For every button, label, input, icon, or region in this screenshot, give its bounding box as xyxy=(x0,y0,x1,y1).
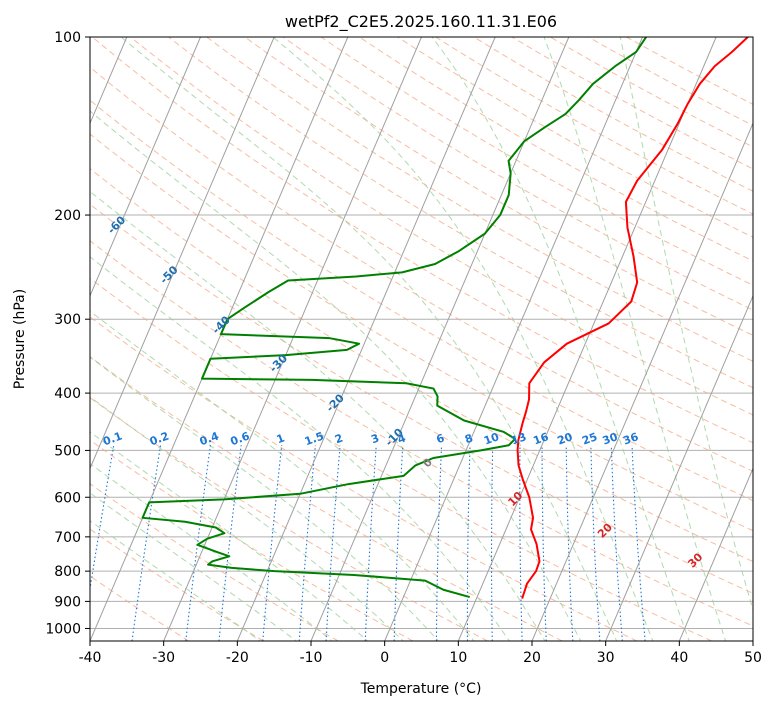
dry-adiabat xyxy=(90,99,753,502)
temperature-profile-line xyxy=(516,37,749,599)
moist-adiabat xyxy=(543,37,727,641)
x-tick-label: 40 xyxy=(670,650,688,666)
mixing-ratio-label: 1 xyxy=(275,431,287,446)
dry-adiabat xyxy=(244,37,753,336)
dry-adiabat xyxy=(130,37,753,416)
x-tick-label: 20 xyxy=(523,650,541,666)
mixing-ratio-line xyxy=(218,445,242,641)
moist-adiabat xyxy=(619,37,753,612)
y-axis-label: Pressure (hPa) xyxy=(12,289,28,389)
isotherm-line xyxy=(531,122,753,641)
dewpoint-profile-line xyxy=(141,37,648,599)
mixing-ratio-label: 4 xyxy=(396,431,408,446)
isotherm-line xyxy=(678,467,753,641)
mixing-ratio-line xyxy=(262,445,283,641)
moist-adiabat xyxy=(90,520,262,641)
mixing-ratio-label: 0.2 xyxy=(148,429,171,448)
y-tick-label: 500 xyxy=(54,443,81,459)
mixing-ratio-label: 0.1 xyxy=(101,429,124,448)
y-tick-label: 400 xyxy=(54,386,81,402)
dry-adiabat xyxy=(90,203,753,594)
mixing-ratio-label: 25 xyxy=(580,430,599,447)
mixing-ratio-label: 1.5 xyxy=(303,429,326,448)
isotherm-line xyxy=(236,37,496,641)
moist-adiabat xyxy=(431,37,690,641)
isotherm-line xyxy=(90,37,275,470)
moist-adiabat xyxy=(90,356,440,641)
mixing-ratio-label: 10 xyxy=(482,430,501,448)
plot-area xyxy=(90,37,753,641)
mixing-ratio-label: 0.4 xyxy=(198,429,221,448)
moist-adiabat xyxy=(90,431,369,641)
mixing-ratio-label: 36 xyxy=(621,430,640,448)
y-tick-label: 300 xyxy=(54,312,81,328)
dry-adiabat xyxy=(90,316,638,641)
moist-adiabat xyxy=(90,256,510,641)
mixing-ratio-label: 30 xyxy=(601,430,620,448)
y-tick-label: 800 xyxy=(54,564,81,580)
isotherm-line xyxy=(90,37,201,298)
y-tick-label: 700 xyxy=(54,530,81,546)
moist-adiabat xyxy=(90,310,475,641)
moist-adiabat xyxy=(272,37,654,641)
isotherm-line xyxy=(90,37,349,641)
axes: -40 -30 -20 -10 0 10 20 30 40 5010020030040050060… xyxy=(45,30,762,666)
dry-adiabat xyxy=(90,240,753,627)
x-tick-label: 10 xyxy=(449,650,467,666)
y-tick-label: 600 xyxy=(54,490,81,506)
y-tick-label: 1000 xyxy=(45,621,81,637)
mixing-ratio-label: 16 xyxy=(531,430,550,448)
mixing-ratio-line xyxy=(90,445,115,593)
mixing-ratio-label: 2 xyxy=(333,431,345,446)
x-tick-label: 30 xyxy=(597,650,615,666)
x-tick-label: -40 xyxy=(79,650,102,666)
dry-adiabat xyxy=(90,483,339,641)
moist-adiabat xyxy=(90,492,298,641)
chart-title: wetPf2_C2E5.2025.160.11.31.E06 xyxy=(285,12,557,32)
x-tick-label: -30 xyxy=(152,650,175,666)
moist-adiabat xyxy=(120,37,618,641)
mixing-ratio-label: 13 xyxy=(509,430,528,447)
y-tick-label: 900 xyxy=(54,594,81,610)
y-tick-label: 200 xyxy=(54,208,81,224)
mixing-ratio-label: 8 xyxy=(463,431,475,446)
dry-adiabat xyxy=(90,277,712,641)
mixing-ratio-label: 20 xyxy=(556,430,575,448)
x-tick-label: 0 xyxy=(380,650,389,666)
isotherm-line xyxy=(384,37,643,641)
x-tick-label: 50 xyxy=(744,650,762,666)
moist-adiabat xyxy=(90,396,404,641)
isotherm-line xyxy=(163,37,422,641)
mixing-ratio-label: 0.6 xyxy=(229,429,252,448)
x-tick-label: -20 xyxy=(226,650,249,666)
dry-adiabat xyxy=(90,356,563,641)
isotherm-line xyxy=(605,294,753,641)
x-tick-label: -10 xyxy=(300,650,323,666)
y-tick-label: 100 xyxy=(54,30,81,46)
isotherm-line xyxy=(457,37,717,641)
dry-adiabat xyxy=(90,528,264,641)
mixing-ratio-label: 6 xyxy=(435,431,447,446)
mixing-ratio-label: 3 xyxy=(369,431,381,446)
dry-adiabat xyxy=(168,37,753,389)
mixing-ratio-line xyxy=(131,445,162,641)
dry-adiabat xyxy=(91,37,753,444)
mixing-ratio-line xyxy=(185,445,211,641)
x-axis-label: Temperature (°C) xyxy=(360,681,482,697)
moist-adiabat xyxy=(90,463,333,641)
plot-frame xyxy=(89,36,754,642)
dry-adiabat xyxy=(282,37,753,311)
mixing-ratio-line xyxy=(631,445,646,641)
isotherm-line xyxy=(310,37,570,641)
